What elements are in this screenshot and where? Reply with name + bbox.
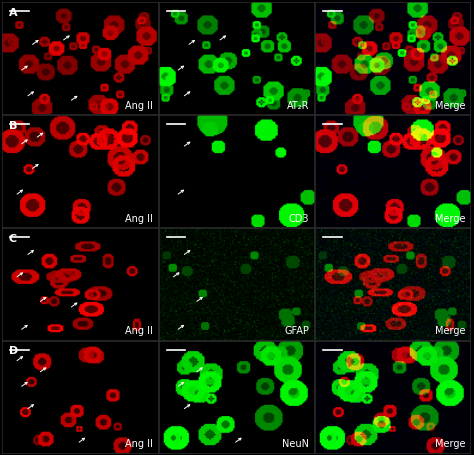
Text: Merge: Merge [435,326,466,336]
Text: A: A [9,8,17,18]
Text: Merge: Merge [435,101,466,111]
Text: CD3: CD3 [289,213,310,223]
Text: AT₂R: AT₂R [287,101,310,111]
Text: Ang II: Ang II [125,101,153,111]
Text: Ang II: Ang II [125,326,153,336]
Text: B: B [9,121,17,131]
Text: GFAP: GFAP [284,326,310,336]
Text: Merge: Merge [435,438,466,448]
Text: Ang II: Ang II [125,213,153,223]
Text: D: D [9,346,18,356]
Text: Ang II: Ang II [125,438,153,448]
Text: Merge: Merge [435,213,466,223]
Text: NeuN: NeuN [283,438,310,448]
Text: C: C [9,233,17,243]
